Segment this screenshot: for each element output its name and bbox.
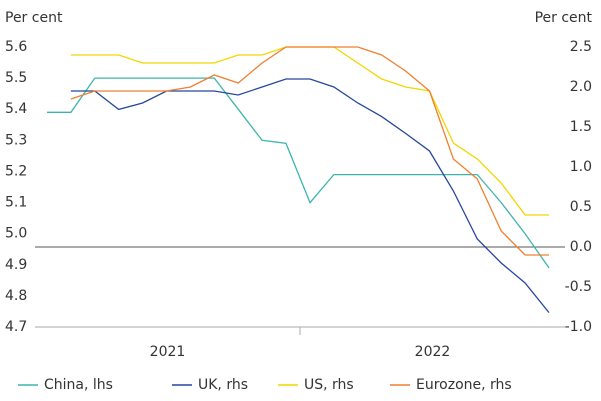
- y2-tick-label: 2.0: [570, 79, 592, 95]
- y2-tick-label: 2.5: [570, 39, 592, 55]
- y2-tick-label: 1.0: [570, 159, 592, 175]
- y2-tick-label: -1.0: [565, 319, 592, 335]
- series-line: [70, 46, 549, 256]
- y2-tick-label: 0.5: [570, 199, 592, 215]
- y-tick-label: 5.3: [5, 132, 27, 148]
- series-line: [70, 46, 549, 216]
- legend-label: Eurozone, rhs: [416, 377, 512, 393]
- legend-label: US, rhs: [304, 377, 354, 393]
- y-tick-label: 4.8: [5, 288, 27, 304]
- y2-tick-label: -0.5: [565, 279, 592, 295]
- legend-label: China, lhs: [44, 377, 113, 393]
- y-axis-title: Per cent: [5, 10, 63, 26]
- y-tick-label: 5.4: [5, 101, 27, 117]
- y2-tick-label: 1.5: [570, 119, 592, 135]
- y-tick-label: 5.2: [5, 163, 27, 179]
- y-tick-label: 5.1: [5, 195, 27, 211]
- y-tick-label: 4.7: [5, 319, 27, 335]
- x-group-label: 2021: [150, 344, 186, 360]
- y-tick-label: 5.6: [5, 39, 27, 55]
- legend-label: UK, rhs: [198, 377, 248, 393]
- y2-tick-label: 0.0: [570, 239, 592, 255]
- y-tick-label: 4.9: [5, 257, 27, 273]
- y-tick-label: 5.0: [5, 226, 27, 242]
- y2-axis-title: Per cent: [535, 10, 593, 26]
- series-line: [47, 77, 550, 269]
- x-group-label: 2022: [415, 344, 451, 360]
- y-tick-label: 5.5: [5, 70, 27, 86]
- series-line: [70, 78, 550, 314]
